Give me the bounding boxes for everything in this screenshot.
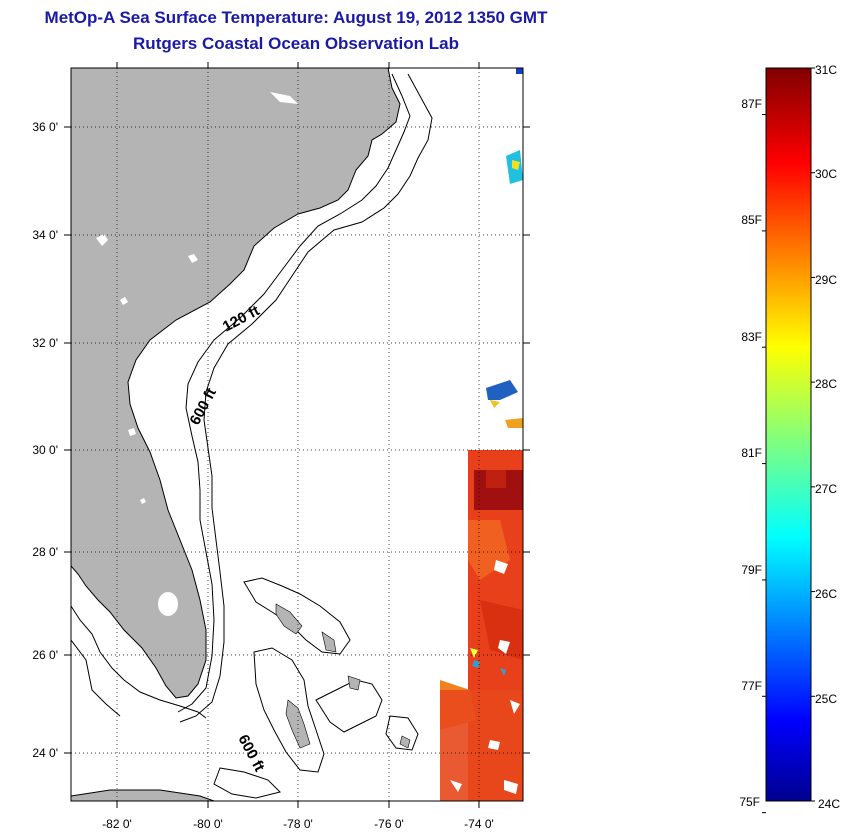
lat-tick-label: 26 0' [32,648,58,662]
map-frame [70,67,524,802]
sst-swath-north [486,68,523,428]
map-grid [71,68,523,801]
colorbar-label-c: 29C [815,273,837,287]
map-subtitle: Rutgers Coastal Ocean Observation Lab [133,34,459,53]
lat-tick-labels: 24 0' 26 0' 28 0' 30 0' 32 0' 34 0' 36 0… [32,120,58,760]
lon-tick-labels: -82 0' -80 0' -78 0' -76 0' -74 0' [102,817,494,831]
colorbar-gradient [765,67,812,802]
axis-ticks [64,62,530,808]
bahamas-land [275,603,411,749]
colorbar-label-f: 75F [739,795,760,809]
map-title: MetOp-A Sea Surface Temperature: August … [44,8,548,27]
lat-tick-label: 24 0' [32,746,58,760]
lat-tick-label: 30 0' [32,443,58,457]
sst-swath-south [440,450,523,801]
lon-tick-label: -82 0' [102,817,132,831]
colorbar-label-c: 24C [818,797,840,811]
lat-tick-label: 36 0' [32,120,58,134]
lat-tick-label: 32 0' [32,336,58,350]
colorbar-label-c: 28C [815,377,837,391]
colorbar: 31C 30C 29C 28C 27C 26C 25C 24C 87F 85F … [739,63,840,814]
colorbar-ticks [762,67,815,814]
colorbar-label-c: 31C [815,63,837,77]
contour-600ft [179,73,433,723]
lat-tick-label: 34 0' [32,228,58,242]
land-us-southeast [71,68,401,699]
lake-okeechobee [158,592,178,616]
lon-tick-label: -76 0' [374,817,404,831]
colorbar-label-f: 85F [741,213,762,227]
colorbar-label-c: 30C [815,167,837,181]
bahamas-banks [213,577,419,799]
colorbar-label-c: 27C [815,482,837,496]
lon-tick-label: -74 0' [464,817,494,831]
colorbar-label-f: 83F [741,330,762,344]
lat-tick-label: 28 0' [32,545,58,559]
colorbar-label-c: 26C [815,587,837,601]
contour-florida-keys [71,605,207,719]
lon-tick-label: -78 0' [283,817,313,831]
colorbar-label-f: 87F [741,97,762,111]
colorbar-label-c: 25C [815,692,837,706]
colorbar-label-f: 79F [741,563,762,577]
land-south-strip [71,789,215,801]
map-area: 120 ft 600 ft 600 ft [71,68,523,801]
colorbar-label-f: 77F [741,679,762,693]
colorbar-label-f: 81F [741,446,762,460]
contour-120ft [177,73,411,713]
lon-tick-label: -80 0' [193,817,223,831]
